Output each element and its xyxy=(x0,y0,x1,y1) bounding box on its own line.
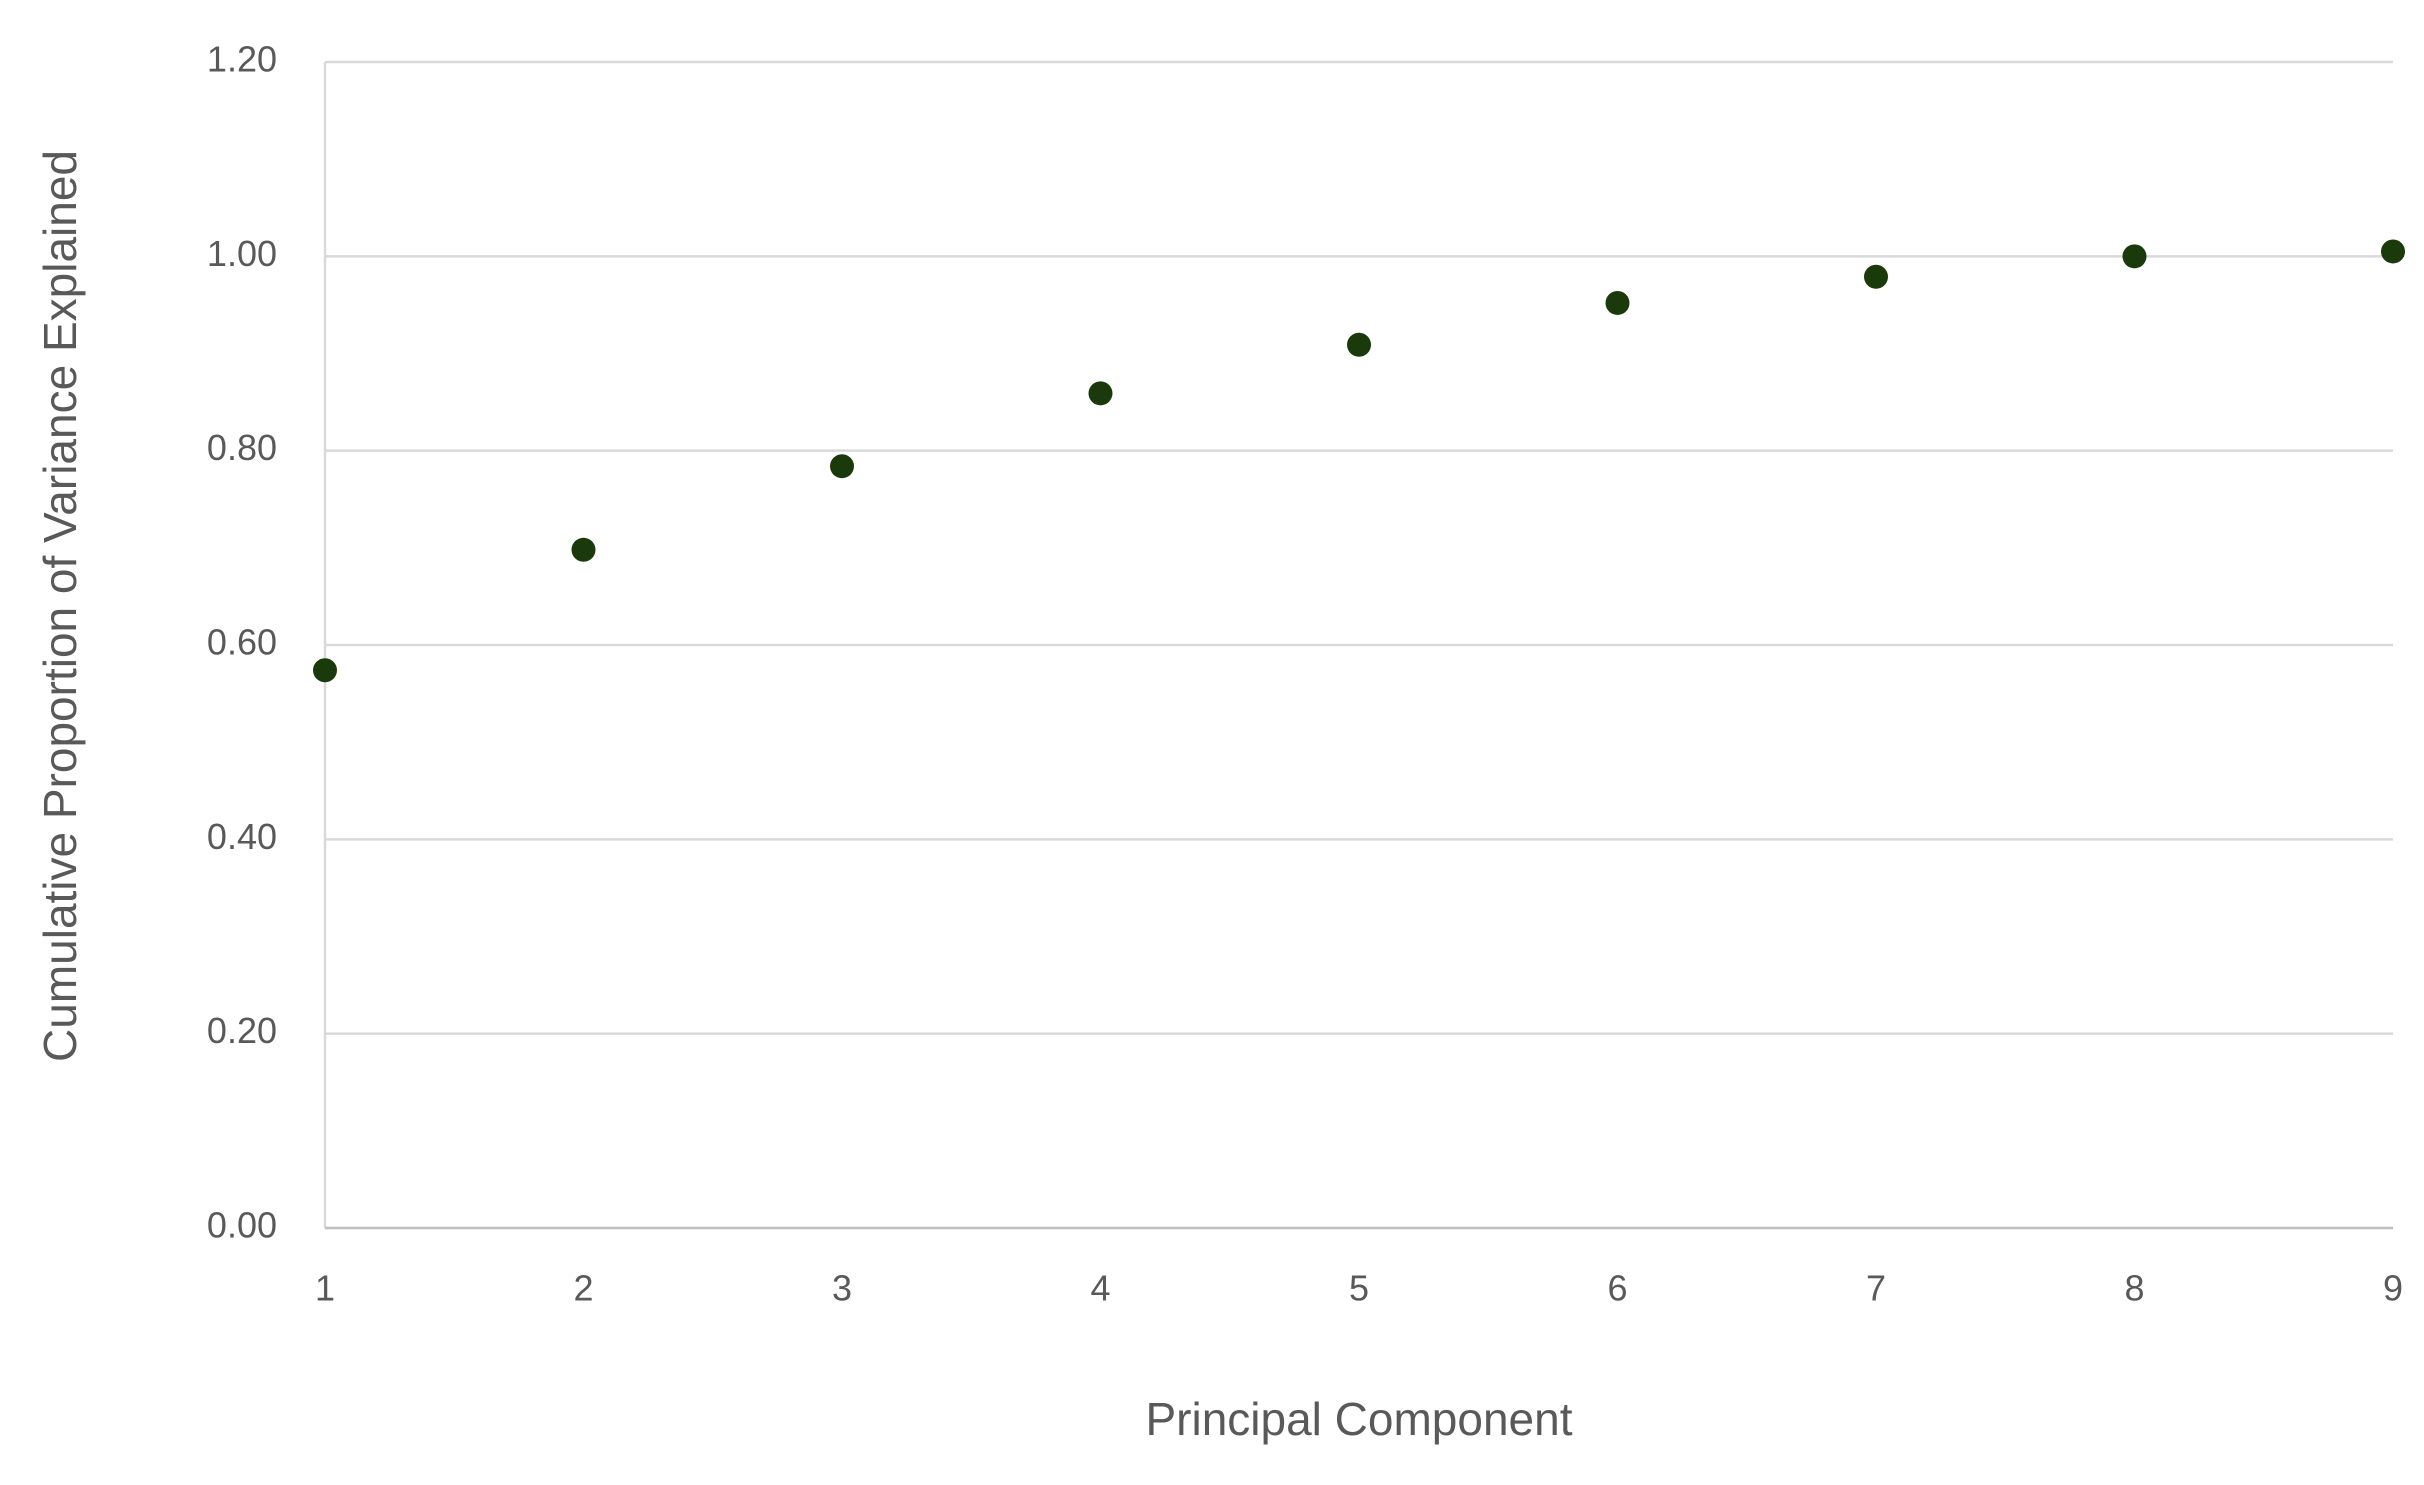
y-tick-label: 1.20 xyxy=(207,39,277,80)
data-point xyxy=(830,454,854,479)
x-tick-label: 8 xyxy=(2124,1268,2144,1309)
x-tick-label: 6 xyxy=(1607,1268,1627,1309)
y-axis-title: Cumulative Proportion of Variance Explai… xyxy=(34,150,86,1062)
x-tick-label: 3 xyxy=(832,1268,852,1309)
data-point xyxy=(1088,381,1113,406)
y-tick-label: 1.00 xyxy=(207,233,277,274)
x-tick-label: 5 xyxy=(1349,1268,1369,1309)
x-tick-label: 9 xyxy=(2383,1268,2403,1309)
data-point xyxy=(1347,332,1371,357)
data-point xyxy=(2122,244,2147,269)
data-point xyxy=(2381,239,2405,264)
x-tick-label: 1 xyxy=(315,1268,335,1309)
data-point xyxy=(1605,290,1630,315)
y-tick-label: 0.20 xyxy=(207,1010,277,1051)
x-tick-label: 4 xyxy=(1090,1268,1110,1309)
data-point xyxy=(1864,264,1888,289)
y-tick-label: 0.00 xyxy=(207,1205,277,1246)
data-point xyxy=(571,537,596,562)
data-point xyxy=(313,658,337,683)
x-tick-label: 2 xyxy=(573,1268,593,1309)
y-tick-label: 0.80 xyxy=(207,427,277,468)
y-tick-label: 0.60 xyxy=(207,622,277,663)
x-axis-title: Principal Component xyxy=(1145,1393,1572,1445)
x-tick-label: 7 xyxy=(1866,1268,1886,1309)
y-tick-label: 0.40 xyxy=(207,816,277,857)
